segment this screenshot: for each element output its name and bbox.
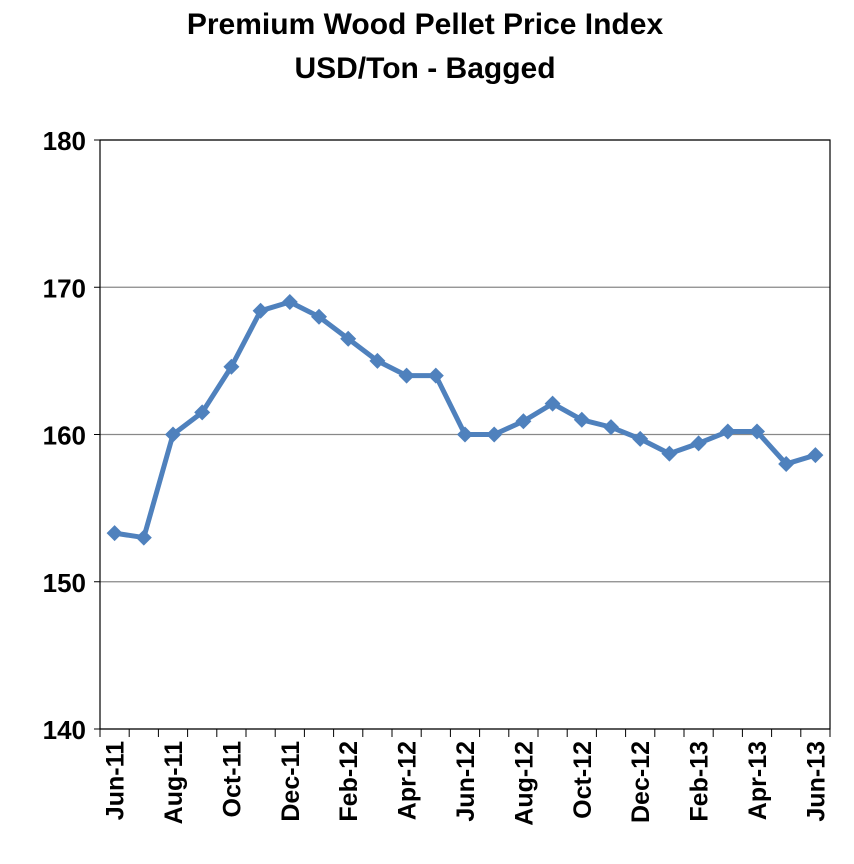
y-tick-label: 160 [43,421,86,451]
marker [281,293,298,310]
y-tick-label: 150 [43,568,86,598]
marker [749,423,765,440]
marker [544,395,561,412]
chart-subtitle: USD/Ton - Bagged [294,52,555,85]
x-tick-label: Feb-13 [686,741,714,822]
x-tick-label: Dec-11 [277,741,305,822]
marker [515,413,532,430]
marker [427,367,444,384]
marker [632,430,649,447]
x-tick-label: Apr-12 [394,741,422,820]
marker [573,411,590,428]
x-tick-label: Dec-12 [627,741,655,823]
marker [135,529,152,546]
y-tick-label: 140 [43,715,86,745]
x-tick-label: Jun-12 [452,741,480,822]
x-tick-label: Oct-12 [569,741,597,819]
x-tick-label: Jun-11 [102,741,130,820]
x-tick-label: Feb-12 [335,741,363,822]
marker [340,330,357,347]
marker [661,445,678,462]
marker [603,419,619,436]
y-tick-label: 170 [43,273,86,303]
x-tick-label: Apr-13 [744,741,772,820]
marker [311,308,327,325]
line [114,299,817,541]
plot-border [99,139,831,730]
marker [106,525,123,542]
x-tick-label: Oct-11 [218,741,246,818]
marker [165,426,181,443]
marker [778,455,795,472]
marker [719,423,736,440]
marker [223,358,240,375]
x-tick-label: Aug-11 [160,741,188,824]
marker [252,302,269,319]
marker [486,426,503,443]
chart-title: Premium Wood Pellet Price Index [187,8,664,41]
marker [194,404,211,421]
marker [369,352,386,369]
marker [690,435,707,452]
marker [807,447,824,464]
y-tick-label: 180 [43,126,86,156]
marker [457,426,473,443]
marker [398,367,415,384]
x-tick-label: Aug-12 [510,741,538,826]
x-tick-label: Jun-13 [802,741,830,822]
